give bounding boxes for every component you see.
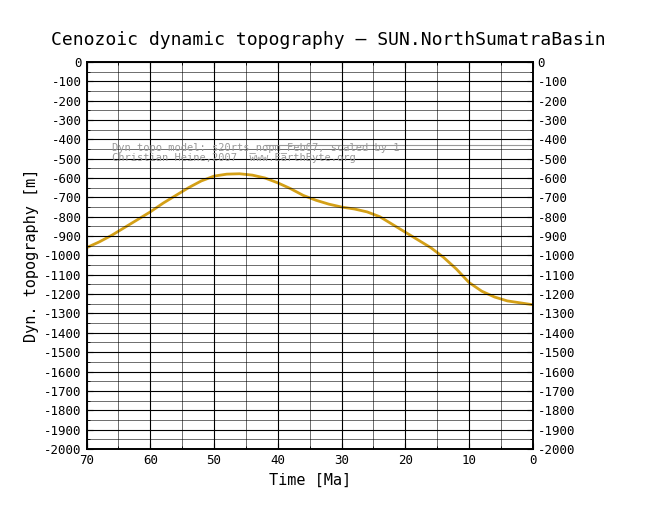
Text: Christian Heine,2007  www.EarthByte.org: Christian Heine,2007 www.EarthByte.org	[112, 153, 356, 163]
X-axis label: Time [Ma]: Time [Ma]	[268, 472, 351, 487]
Text: Dyn topo model: s20rts_nopm_Feb07, scaled by 1: Dyn topo model: s20rts_nopm_Feb07, scale…	[112, 142, 400, 153]
Text: Cenozoic dynamic topography – SUN.NorthSumatraBasin: Cenozoic dynamic topography – SUN.NorthS…	[51, 31, 605, 49]
Y-axis label: Dyn. topography [m]: Dyn. topography [m]	[24, 169, 39, 342]
